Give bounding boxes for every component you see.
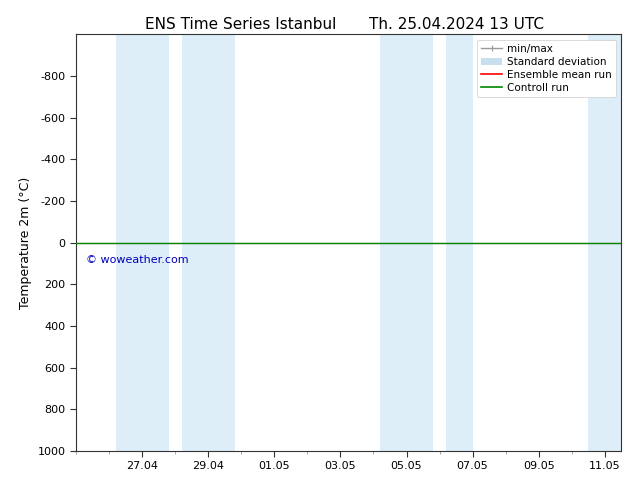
Text: Th. 25.04.2024 13 UTC: Th. 25.04.2024 13 UTC	[369, 17, 544, 32]
Bar	[588, 34, 621, 451]
Y-axis label: Temperature 2m (°C): Temperature 2m (°C)	[19, 176, 32, 309]
Bar	[116, 34, 169, 451]
Bar	[446, 34, 472, 451]
Text: © woweather.com: © woweather.com	[86, 255, 189, 265]
Legend: min/max, Standard deviation, Ensemble mean run, Controll run: min/max, Standard deviation, Ensemble me…	[477, 40, 616, 97]
Text: ENS Time Series Istanbul: ENS Time Series Istanbul	[145, 17, 337, 32]
Bar	[380, 34, 433, 451]
Bar	[182, 34, 235, 451]
